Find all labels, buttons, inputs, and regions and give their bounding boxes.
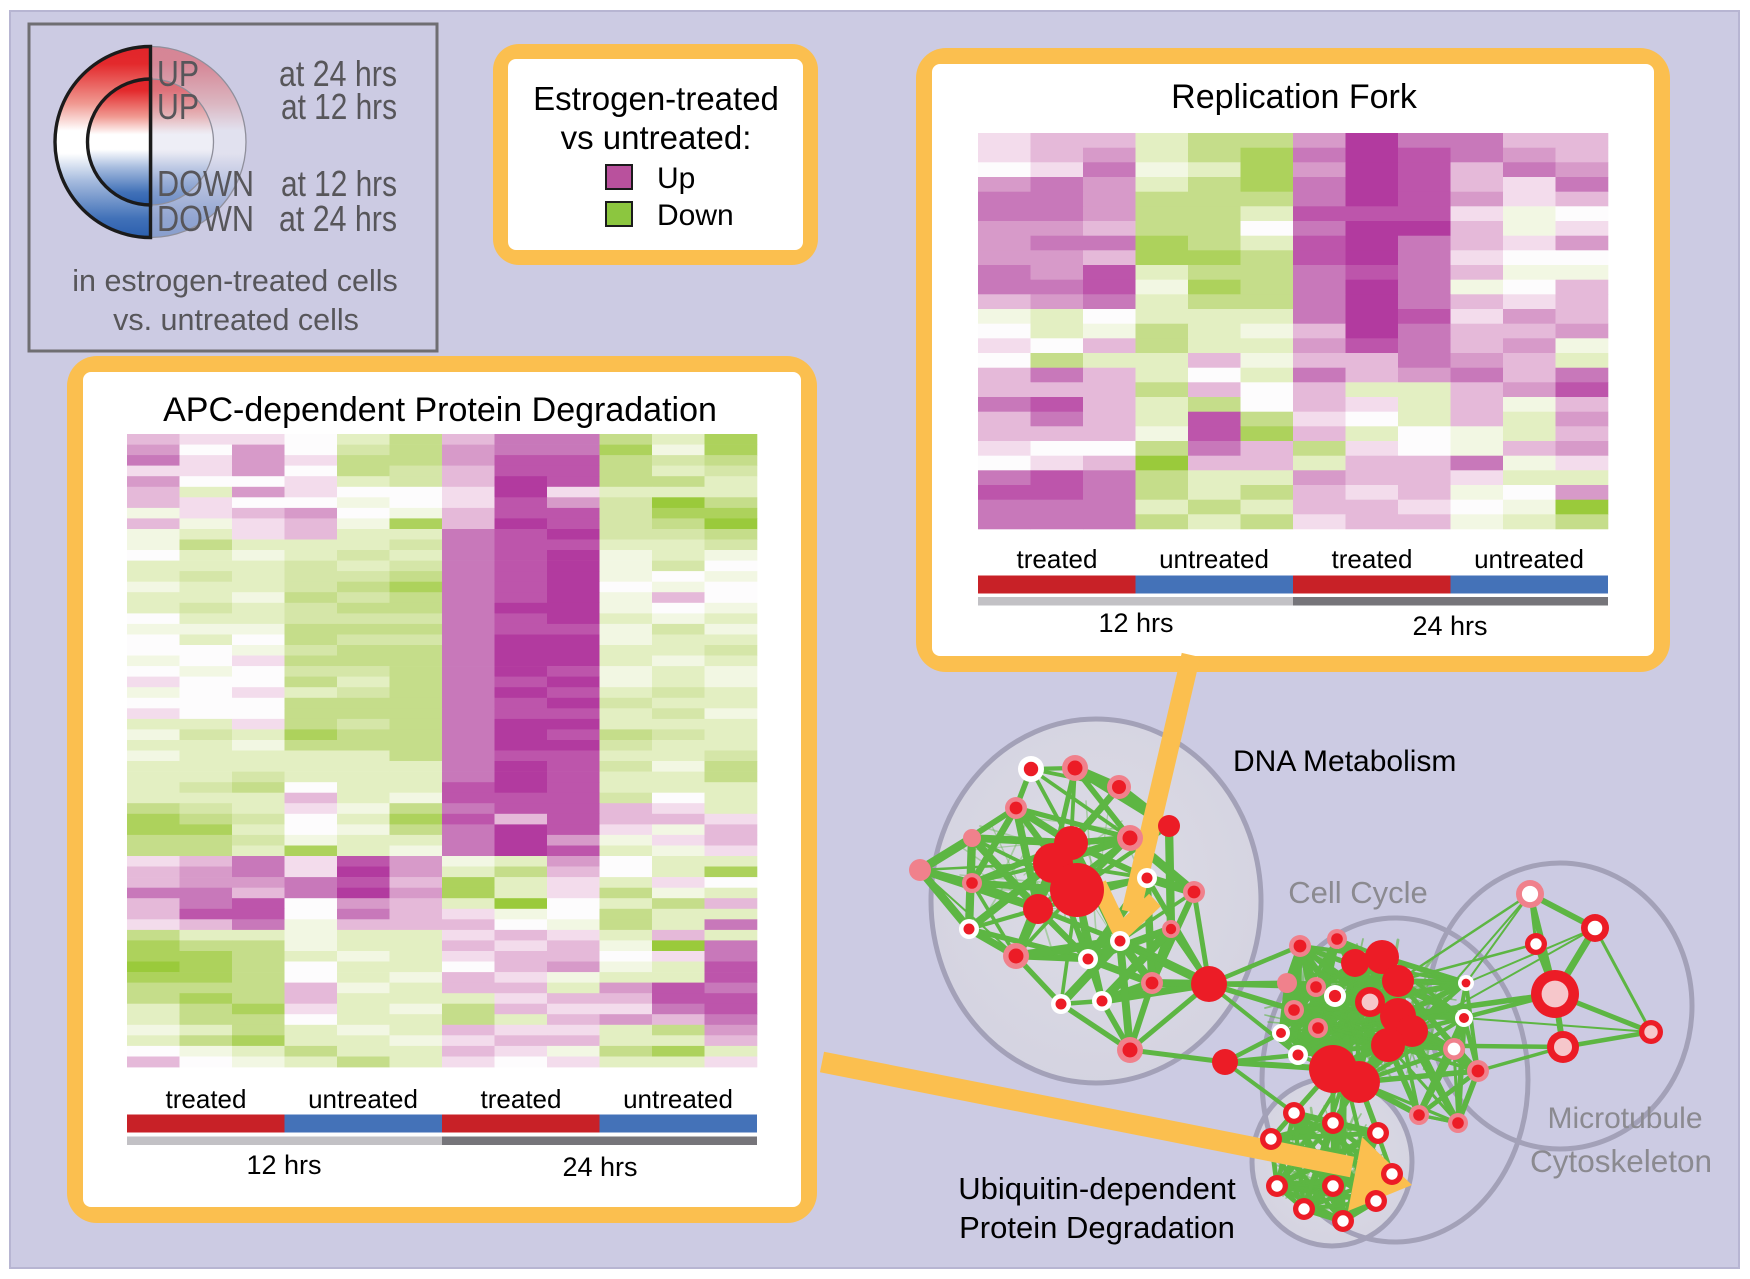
- svg-text:at 12 hrs: at 12 hrs: [281, 163, 397, 204]
- svg-text:DOWN: DOWN: [157, 163, 254, 204]
- svg-text:DNA Metabolism: DNA Metabolism: [1233, 745, 1456, 778]
- svg-text:untreated: untreated: [623, 1084, 733, 1114]
- svg-text:vs. untreated cells: vs. untreated cells: [113, 303, 359, 337]
- svg-text:DOWN: DOWN: [157, 198, 254, 239]
- svg-text:treated: treated: [166, 1084, 247, 1114]
- svg-text:Replication Fork: Replication Fork: [1171, 78, 1418, 116]
- svg-text:Microtubule: Microtubule: [1547, 1102, 1702, 1135]
- svg-text:treated: treated: [481, 1084, 562, 1114]
- svg-text:12 hrs: 12 hrs: [1098, 608, 1173, 638]
- svg-text:Estrogen-treated: Estrogen-treated: [533, 80, 779, 117]
- svg-text:Cell Cycle: Cell Cycle: [1288, 875, 1428, 910]
- svg-text:24 hrs: 24 hrs: [562, 1152, 637, 1182]
- svg-text:at 24 hrs: at 24 hrs: [279, 198, 397, 239]
- svg-text:at 24 hrs: at 24 hrs: [279, 53, 397, 94]
- svg-text:vs untreated:: vs untreated:: [561, 119, 752, 156]
- svg-text:Up: Up: [657, 162, 695, 195]
- svg-text:untreated: untreated: [308, 1084, 418, 1114]
- svg-text:treated: treated: [1332, 544, 1413, 574]
- svg-text:24 hrs: 24 hrs: [1412, 611, 1487, 641]
- svg-text:at 12 hrs: at 12 hrs: [281, 86, 397, 127]
- svg-text:Ubiquitin-dependent: Ubiquitin-dependent: [958, 1171, 1236, 1206]
- svg-text:treated: treated: [1017, 544, 1098, 574]
- svg-text:in estrogen-treated cells: in estrogen-treated cells: [72, 264, 398, 298]
- svg-text:untreated: untreated: [1474, 544, 1584, 574]
- svg-text:12 hrs: 12 hrs: [246, 1150, 321, 1180]
- svg-text:APC-dependent Protein Degradat: APC-dependent Protein Degradation: [163, 391, 717, 429]
- svg-text:untreated: untreated: [1159, 544, 1269, 574]
- svg-text:UP: UP: [157, 86, 199, 127]
- svg-text:UP: UP: [157, 53, 199, 94]
- svg-text:Cytoskeleton: Cytoskeleton: [1530, 1143, 1712, 1179]
- svg-text:Protein Degradation: Protein Degradation: [959, 1210, 1235, 1245]
- svg-text:Down: Down: [657, 199, 734, 232]
